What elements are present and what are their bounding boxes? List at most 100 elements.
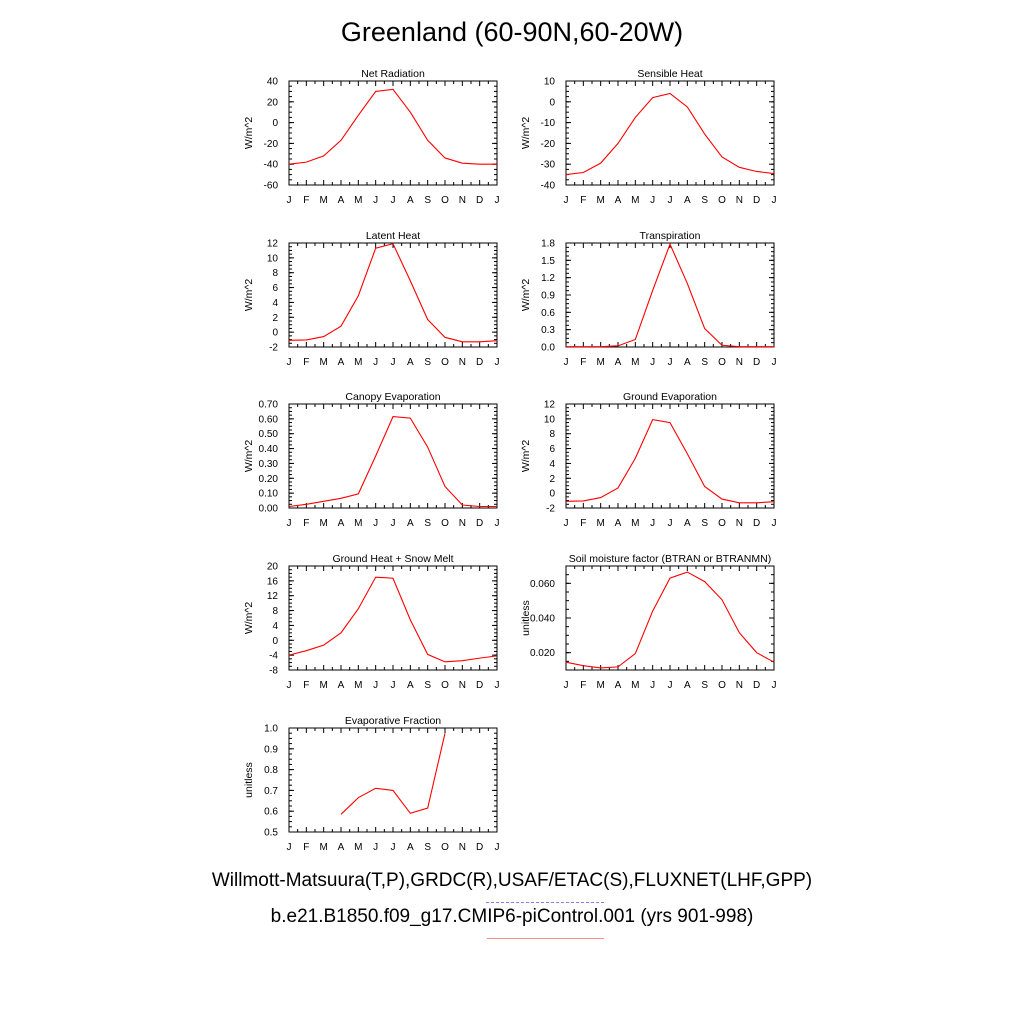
x-tick-label: F (303, 680, 309, 691)
y-tick-label: 1.2 (541, 273, 555, 284)
x-tick-label: D (753, 195, 760, 206)
x-tick-label: M (319, 195, 327, 206)
x-tick-label: O (718, 518, 726, 529)
x-tick-label: M (354, 357, 362, 368)
x-tick-label: F (580, 195, 586, 206)
legend-model-label: b.e21.B1850.f09_g17.CMIP6-piControl.001 … (270, 906, 754, 927)
plot-frame (565, 80, 775, 186)
x-tick-label: A (684, 195, 691, 206)
y-tick-label: 0.9 (541, 291, 555, 302)
y-tick-label: 1.0 (264, 724, 278, 735)
x-tick-label: F (580, 518, 586, 529)
panel-title: Ground Heat + Snow Melt (332, 553, 453, 565)
y-tick-label: 1.5 (541, 256, 555, 267)
x-tick-label: F (303, 842, 309, 853)
y-axis-label: W/m^2 (520, 440, 532, 473)
x-tick-label: J (564, 357, 569, 368)
y-axis-label: W/m^2 (243, 440, 255, 473)
plot-frame (565, 403, 775, 509)
y-tick-label: -40 (264, 160, 279, 171)
x-tick-label: S (424, 357, 431, 368)
x-tick-label: J (391, 680, 396, 691)
x-tick-label: J (564, 195, 569, 206)
x-tick-label: N (736, 518, 743, 529)
y-tick-label: 0.30 (259, 459, 279, 470)
x-tick-label: M (354, 518, 362, 529)
y-tick-label: 20 (267, 97, 279, 108)
y-tick-label: 4 (549, 459, 555, 470)
panel-title: Soil moisture factor (BTRAN or BTRANMN) (569, 553, 771, 565)
x-tick-label: J (391, 357, 396, 368)
x-tick-label: D (476, 357, 483, 368)
panel-title: Canopy Evaporation (345, 391, 440, 403)
x-tick-label: J (564, 680, 569, 691)
x-tick-label: J (495, 680, 500, 691)
y-tick-label: -20 (264, 139, 279, 150)
y-tick-label: 0.70 (259, 400, 279, 411)
panel-title: Sensible Heat (637, 68, 702, 80)
x-tick-label: F (303, 518, 309, 529)
x-tick-label: J (287, 357, 292, 368)
y-tick-label: -20 (541, 139, 556, 150)
y-tick-label: 0.7 (264, 786, 278, 797)
x-tick-label: F (580, 357, 586, 368)
x-tick-label: J (650, 680, 655, 691)
x-tick-label: J (287, 195, 292, 206)
y-axis-label: unitless (520, 600, 532, 636)
x-tick-label: M (631, 680, 639, 691)
y-tick-label: 12 (544, 400, 556, 411)
x-tick-label: M (631, 195, 639, 206)
x-tick-label: M (354, 680, 362, 691)
y-tick-label: 0 (549, 97, 555, 108)
x-tick-label: J (564, 518, 569, 529)
x-tick-label: J (391, 518, 396, 529)
y-tick-label: 0.020 (530, 648, 555, 659)
y-tick-label: 0.060 (530, 579, 555, 590)
y-tick-label: 8 (272, 606, 278, 617)
x-tick-label: M (319, 680, 327, 691)
series-line-0 (565, 418, 775, 504)
x-tick-label: A (338, 842, 345, 853)
y-tick-label: 0.3 (541, 325, 555, 336)
y-tick-label: 4 (272, 621, 278, 632)
series-line-0 (288, 243, 498, 343)
x-tick-label: M (596, 518, 604, 529)
y-tick-label: 40 (267, 77, 279, 88)
x-tick-label: J (650, 195, 655, 206)
legend-obs-label: Willmott-Matsuura(T,P),GRDC(R),USAF/ETAC… (211, 870, 813, 891)
plot-frame (288, 565, 498, 671)
x-tick-label: M (596, 195, 604, 206)
x-tick-label: A (684, 680, 691, 691)
y-axis-label: W/m^2 (243, 117, 255, 150)
x-tick-label: M (631, 357, 639, 368)
x-tick-label: A (407, 518, 414, 529)
x-tick-label: J (373, 195, 378, 206)
series-line-0 (288, 88, 497, 165)
y-axis-label: W/m^2 (243, 279, 255, 312)
series-line-0 (565, 92, 775, 176)
plot-frame (565, 242, 775, 348)
y-tick-label: 4 (272, 298, 278, 309)
panel-title: Transpiration (640, 230, 701, 242)
series-line-0 (566, 242, 774, 348)
series-line-0 (340, 733, 446, 815)
y-tick-label: 10 (544, 414, 556, 425)
series-line-0 (288, 416, 497, 508)
x-tick-label: J (668, 518, 673, 529)
x-tick-label: A (407, 842, 414, 853)
y-tick-label: 0.10 (259, 489, 279, 500)
x-tick-label: D (753, 357, 760, 368)
x-tick-label: S (701, 680, 708, 691)
x-tick-label: J (287, 842, 292, 853)
y-tick-label: 0.6 (264, 807, 278, 818)
x-tick-label: J (772, 195, 777, 206)
y-tick-label: 0 (549, 489, 555, 500)
panel-title: Latent Heat (366, 230, 420, 242)
y-tick-label: 20 (267, 562, 279, 573)
x-tick-label: J (495, 357, 500, 368)
x-tick-label: A (407, 357, 414, 368)
